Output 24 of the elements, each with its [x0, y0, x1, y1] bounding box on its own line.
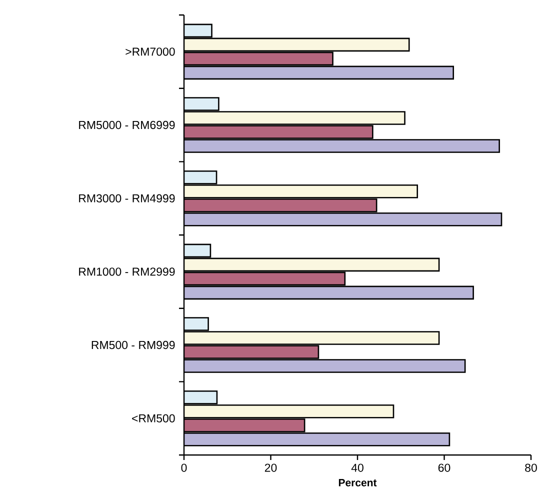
- bar: [184, 286, 474, 300]
- y-tick-label: <RM500: [132, 414, 175, 422]
- bar: [184, 432, 450, 446]
- x-tick-label: 40: [351, 464, 364, 472]
- y-tick-label: RM1000 - RM2999: [79, 268, 175, 276]
- x-axis-title: Percent: [338, 479, 377, 486]
- x-tick-label: 0: [181, 464, 187, 472]
- y-tick-label: >RM7000: [126, 48, 175, 56]
- bar: [184, 52, 334, 66]
- bar: [184, 66, 454, 80]
- bar: [184, 184, 418, 198]
- bar: [184, 404, 394, 418]
- y-tick-label: RM5000 - RM6999: [79, 120, 175, 130]
- y-tick-label: RM3000 - RM4999: [79, 194, 175, 202]
- bar: [184, 272, 346, 286]
- bar: [184, 212, 502, 226]
- bar: [184, 38, 410, 52]
- bar: [184, 258, 440, 272]
- x-tick-label: 20: [264, 464, 277, 472]
- bar: [184, 198, 378, 212]
- x-tick-label: 80: [525, 464, 537, 472]
- x-tick-label: 60: [438, 464, 450, 472]
- y-tick-label: RM500 - RM999: [92, 340, 175, 350]
- bar: [184, 418, 306, 432]
